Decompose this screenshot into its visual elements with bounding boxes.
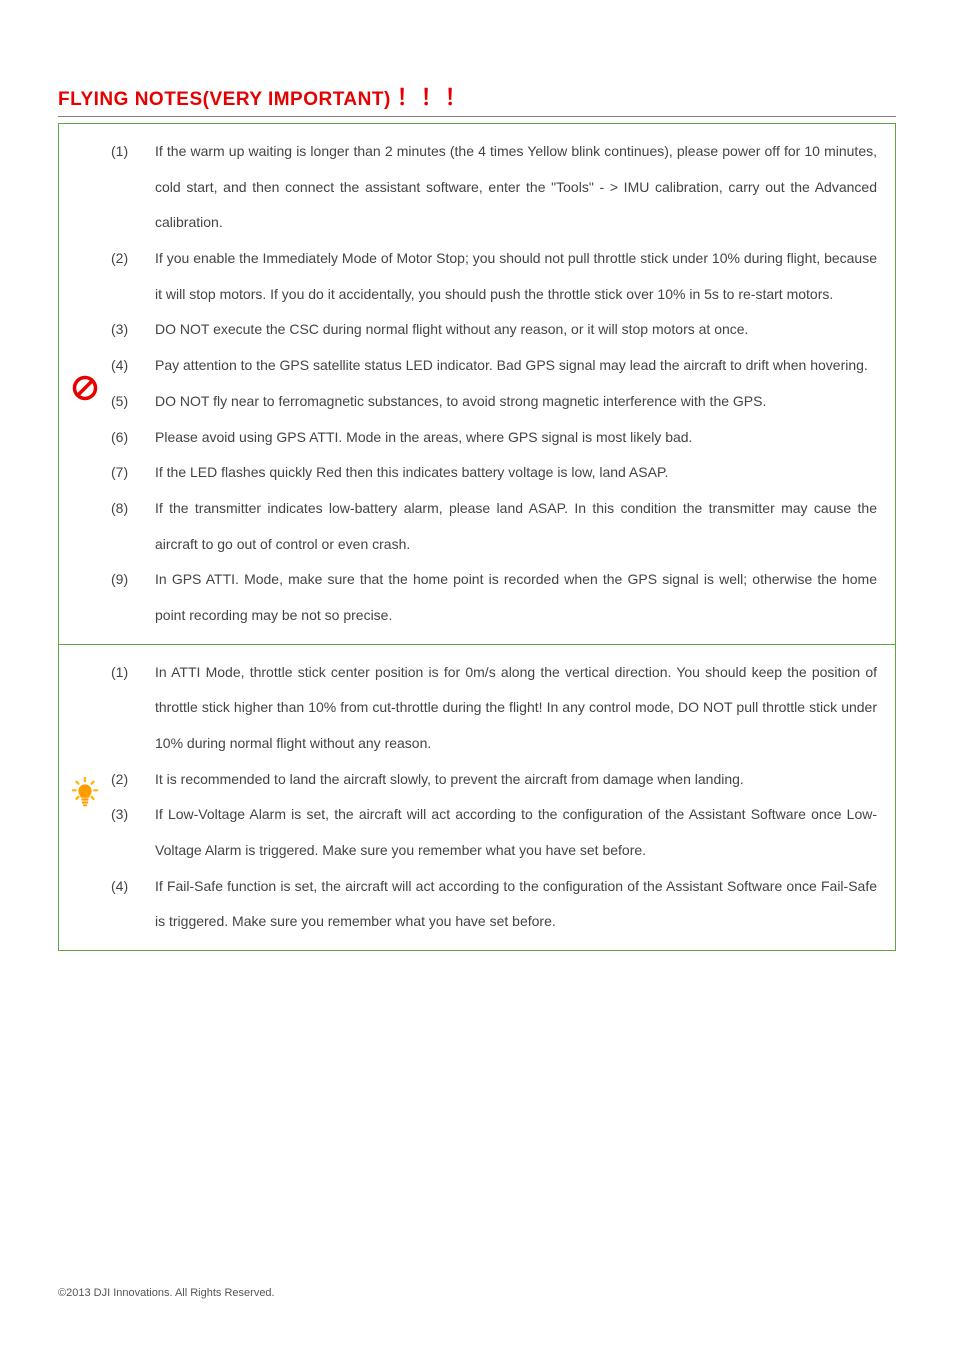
item-number: (4) [111, 869, 155, 905]
warning-section: (1)If the warm up waiting is longer than… [59, 124, 895, 644]
item-text: If the transmitter indicates low-battery… [155, 491, 877, 562]
notes-box: (1)If the warm up waiting is longer than… [58, 123, 896, 951]
list-item: (2)It is recommended to land the aircraf… [111, 762, 877, 798]
item-number: (5) [111, 384, 155, 420]
item-number: (9) [111, 562, 155, 598]
item-text: Please avoid using GPS ATTI. Mode in the… [155, 420, 877, 456]
items-column: (1)In ATTI Mode, throttle stick center p… [111, 645, 895, 951]
item-number: (1) [111, 134, 155, 170]
title-text: FLYING NOTES(VERY IMPORTANT) [58, 89, 391, 110]
list-item: (1)In ATTI Mode, throttle stick center p… [111, 655, 877, 762]
list-item: (7)If the LED flashes quickly Red then t… [111, 455, 877, 491]
item-number: (3) [111, 797, 155, 833]
icon-column [59, 124, 111, 402]
copyright-footer: ©2013 DJI Innovations. All Rights Reserv… [58, 1287, 275, 1299]
item-text: It is recommended to land the aircraft s… [155, 762, 877, 798]
item-number: (8) [111, 491, 155, 527]
list-item: (2)If you enable the Immediately Mode of… [111, 241, 877, 312]
list-item: (9)In GPS ATTI. Mode, make sure that the… [111, 562, 877, 633]
item-text: If Low-Voltage Alarm is set, the aircraf… [155, 797, 877, 868]
icon-column [59, 645, 111, 811]
item-number: (3) [111, 312, 155, 348]
list-item: (3)If Low-Voltage Alarm is set, the airc… [111, 797, 877, 868]
item-number: (4) [111, 348, 155, 384]
item-text: If the warm up waiting is longer than 2 … [155, 134, 877, 241]
item-number: (6) [111, 420, 155, 456]
list-item: (3)DO NOT execute the CSC during normal … [111, 312, 877, 348]
item-number: (7) [111, 455, 155, 491]
tip-section: (1)In ATTI Mode, throttle stick center p… [59, 644, 895, 951]
item-text: If you enable the Immediately Mode of Mo… [155, 241, 877, 312]
title-exclaim: ！！！ [397, 85, 469, 110]
list-item: (8)If the transmitter indicates low-batt… [111, 491, 877, 562]
item-text: In GPS ATTI. Mode, make sure that the ho… [155, 562, 877, 633]
list-item: (4)Pay attention to the GPS satellite st… [111, 348, 877, 384]
prohibit-icon [71, 374, 99, 402]
item-text: In ATTI Mode, throttle stick center posi… [155, 655, 877, 762]
item-text: Pay attention to the GPS satellite statu… [155, 348, 877, 384]
items-column: (1)If the warm up waiting is longer than… [111, 124, 895, 644]
page-title: FLYING NOTES(VERY IMPORTANT) ！！！ [58, 80, 896, 117]
item-text: DO NOT execute the CSC during normal fli… [155, 312, 877, 348]
item-text: If Fail-Safe function is set, the aircra… [155, 869, 877, 940]
item-number: (2) [111, 241, 155, 277]
list-item: (5)DO NOT fly near to ferromagnetic subs… [111, 384, 877, 420]
item-text: DO NOT fly near to ferromagnetic substan… [155, 384, 877, 420]
item-number: (2) [111, 762, 155, 798]
list-item: (4)If Fail-Safe function is set, the air… [111, 869, 877, 940]
list-item: (1)If the warm up waiting is longer than… [111, 134, 877, 241]
item-number: (1) [111, 655, 155, 691]
list-item: (6)Please avoid using GPS ATTI. Mode in … [111, 420, 877, 456]
item-text: If the LED flashes quickly Red then this… [155, 455, 877, 491]
lightbulb-icon [70, 777, 100, 811]
